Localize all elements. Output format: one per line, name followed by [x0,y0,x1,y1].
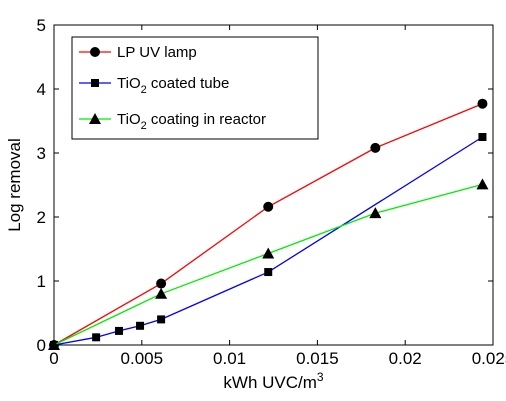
y-tick-label: 4 [37,80,46,99]
x-tick-label: 0 [49,349,58,368]
data-point [262,247,274,258]
x-tick-label: 0.025 [472,349,506,368]
y-tick-label: 1 [37,272,46,291]
data-point [156,279,166,289]
x-tick-label: 0.01 [213,349,246,368]
data-point [478,133,486,141]
x-tick-label: 0.005 [121,349,164,368]
x-tick-label: 0.02 [389,349,422,368]
y-axis-title: Log removal [5,138,24,232]
y-tick-label: 0 [37,336,46,355]
data-point [477,99,487,109]
data-point [476,178,488,189]
data-point [370,143,380,153]
legend-label: LP UV lamp [117,44,197,61]
data-point [157,315,165,323]
y-tick-label: 3 [37,144,46,163]
data-point [155,288,167,299]
x-tick-label: 0.015 [296,349,339,368]
y-tick-label: 2 [37,208,46,227]
data-point [263,202,273,212]
series-2 [50,133,486,349]
data-point [92,333,100,341]
legend-marker [91,79,99,87]
data-point [136,322,144,330]
x-axis-title: kWh UVC/m3 [223,370,324,392]
series-line [54,104,482,345]
y-tick-label: 5 [37,16,46,35]
legend-marker [90,47,100,57]
data-point [264,268,272,276]
data-point [115,327,123,335]
